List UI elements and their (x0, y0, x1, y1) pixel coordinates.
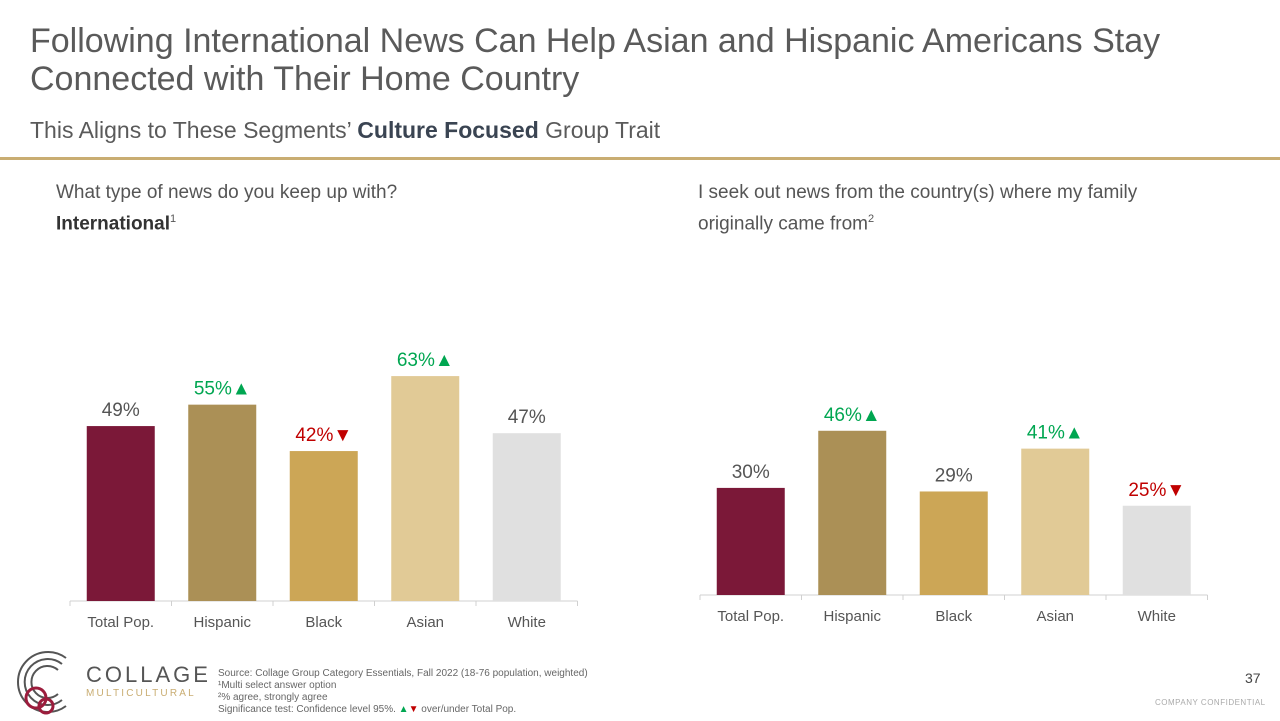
question-text: I seek out news from the country(s) wher… (698, 182, 1138, 235)
category-label: Black (305, 614, 342, 631)
data-label: 25%▼ (1128, 480, 1185, 501)
source-text: Source: Collage Group Category Essential… (218, 668, 588, 679)
bar-hispanic (818, 430, 887, 595)
subtitle-text: Group Trait (538, 117, 661, 143)
category-label: White (1138, 608, 1176, 625)
bar-asian (1021, 448, 1090, 595)
up-arrow-icon: ▲ (398, 704, 409, 715)
significance-note: Significance test: Confidence level 95%.… (218, 704, 588, 716)
category-label: Black (935, 608, 972, 625)
footnote-2: ²% agree, strongly agree (218, 692, 328, 703)
bar-black (289, 451, 358, 601)
confidential-label: COMPANY CONFIDENTIAL (1155, 698, 1266, 707)
category-label: Hispanic (823, 608, 881, 625)
chart-left-question: What type of news do you keep up with? In… (56, 180, 397, 237)
bar-white (1122, 505, 1191, 595)
category-label: Hispanic (193, 614, 251, 631)
logo-word: COLLAGE (86, 662, 208, 687)
collage-logo: COLLAGE MULTICULTURAL (8, 646, 208, 721)
subtitle-bold: Culture Focused (357, 117, 539, 143)
data-label: 63%▲ (397, 350, 454, 371)
subtitle-text: This Aligns to These Segments’ (30, 117, 358, 143)
sig-text: Significance test: Confidence level 95%. (218, 704, 399, 715)
page-subtitle: This Aligns to These Segments’ Culture F… (30, 117, 660, 144)
category-label: Total Pop. (87, 614, 154, 631)
data-label: 46%▲ (824, 405, 881, 426)
data-label: 29% (935, 465, 973, 486)
page-title: Following International News Can Help As… (30, 22, 1161, 98)
page-number: 37 (1245, 670, 1261, 686)
sig-text: over/under Total Pop. (418, 704, 517, 715)
data-label: 30% (732, 462, 770, 483)
category-label: Asian (406, 614, 444, 631)
data-label: 55%▲ (194, 379, 251, 400)
divider (0, 157, 1280, 160)
category-label: Asian (1036, 608, 1074, 625)
footnote-mark: 1 (170, 213, 177, 225)
footnote-mark: 2 (868, 213, 875, 225)
down-arrow-icon: ▼ (408, 704, 419, 715)
data-label: 49% (102, 400, 140, 421)
data-label: 42%▼ (295, 425, 352, 446)
data-label: 41%▲ (1027, 423, 1084, 444)
source-notes: Source: Collage Group Category Essential… (218, 668, 588, 716)
chart-right-question: I seek out news from the country(s) wher… (698, 180, 1158, 237)
category-label: White (508, 614, 546, 631)
logo-sub: MULTICULTURAL (86, 688, 196, 699)
question-option: International (56, 213, 171, 235)
bar-totalpop (86, 426, 155, 601)
bar-totalpop (716, 487, 785, 595)
category-label: Total Pop. (717, 608, 784, 625)
footnote-1: ¹Multi select answer option (218, 680, 337, 691)
bar-asian (391, 376, 460, 601)
bar-black (919, 491, 988, 595)
bar-white (492, 433, 561, 601)
bar-hispanic (188, 404, 257, 601)
question-text: What type of news do you keep up with? (56, 182, 398, 203)
data-label: 47% (508, 407, 546, 428)
